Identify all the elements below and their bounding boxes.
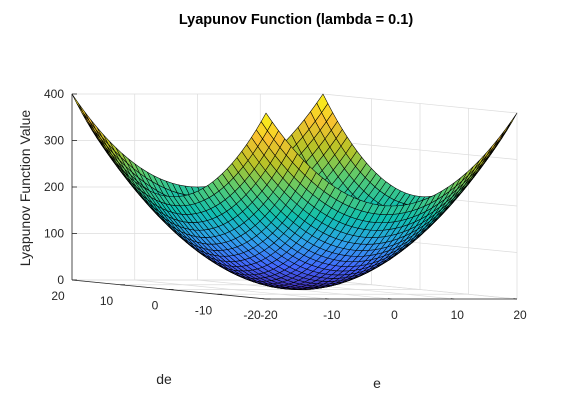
y-tick-label: 20	[51, 289, 65, 303]
x-axis-label: e	[373, 375, 381, 391]
y-tick-label: 10	[100, 294, 114, 308]
surface	[71, 93, 518, 291]
z-tick-label: 200	[44, 180, 64, 194]
x-tick-label: -10	[323, 308, 341, 322]
y-tick-label: -10	[195, 303, 213, 317]
z-tick-label: 400	[44, 87, 64, 101]
y-tick-label: 0	[152, 299, 159, 313]
surface-facet	[260, 112, 273, 131]
x-tick-label: 20	[513, 308, 527, 322]
z-tick-label: 100	[44, 227, 64, 241]
z-tick-label: 0	[57, 273, 64, 287]
z-tick-label: 300	[44, 134, 64, 148]
x-tick-label: 0	[391, 308, 398, 322]
y-tick-label: -20	[243, 308, 261, 322]
x-tick-label: 10	[451, 308, 465, 322]
axes	[71, 93, 518, 300]
x-tick-label: -20	[260, 308, 278, 322]
z-axis-label: Lyapunov Function Value	[17, 110, 33, 267]
y-axis-label: de	[156, 371, 172, 387]
chart-title: Lyapunov Function (lambda = 0.1)	[179, 12, 413, 28]
